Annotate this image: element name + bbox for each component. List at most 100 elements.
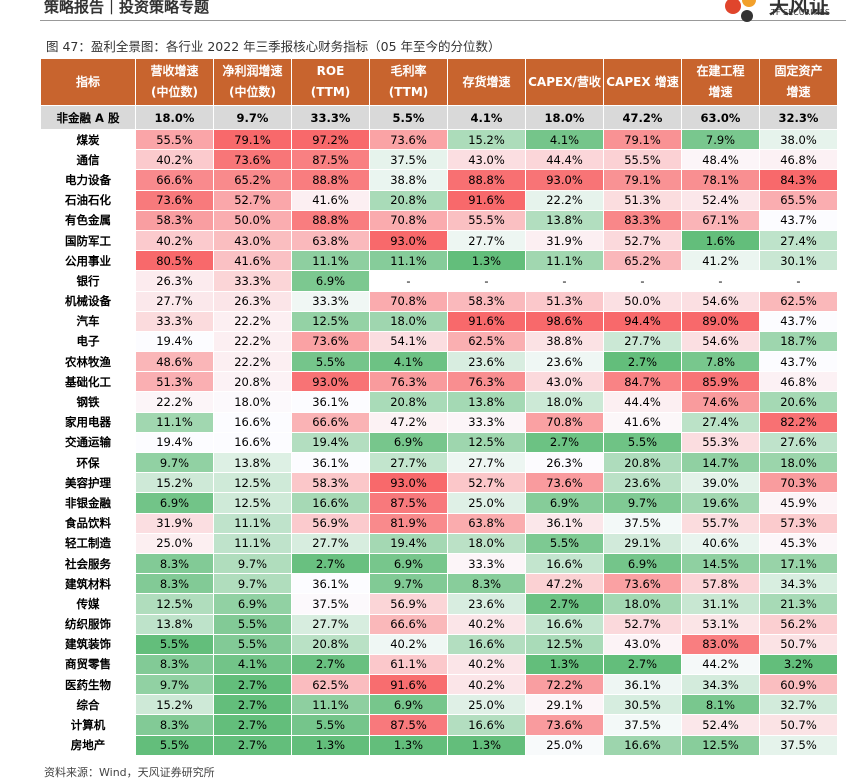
cell: 22.2% [525,189,604,211]
cell: 62.5% [759,290,838,312]
row-label: 农林牧渔 [40,351,136,373]
cell: 5.5% [213,633,292,655]
cell: 6.9% [369,552,448,575]
cell: 12.5% [681,734,760,756]
cell: 97.2% [291,128,370,151]
cell: 11.1% [291,250,370,272]
report-header: 策略报告｜投资策略专题 [44,0,210,16]
cell: 12.5% [213,492,292,514]
cell: 23.6% [447,593,526,615]
cell: 4.1% [213,653,292,676]
cell: 6.9% [525,492,604,514]
cell: 31.1% [681,593,760,615]
cell: 1.3% [447,734,526,756]
row-label: 非金融 A 股 [40,105,136,130]
data-row: 通信 40.2% 73.6% 87.5% 37.5% 43.0% 44.4% 55.5% 48.… [40,149,838,171]
header-line: 净利润增速 [222,64,283,78]
cell: 56.2% [759,613,838,635]
cell: 14.5% [681,552,760,575]
cell: 33.3% [447,552,526,575]
data-row: 轻工制造 25.0% 11.1% 27.7% 19.4% 18.0% 5.5% 29.1% 40… [40,532,838,554]
cell: 34.3% [681,674,760,696]
cell: 40.6% [681,532,760,554]
cell: 58.3% [291,472,370,494]
cell: 23.6% [603,472,682,494]
cell: 12.5% [135,593,214,615]
data-row: 基础化工 51.3% 20.8% 93.0% 76.3% 76.3% 43.0% 84.7% 8… [40,371,838,393]
cell: 20.8% [291,633,370,655]
cell: 1.3% [447,250,526,272]
logo-icon [725,0,756,22]
cell: 11.1% [525,250,604,272]
cell: 2.7% [525,593,604,615]
data-row: 农林牧渔 48.6% 22.2% 5.5% 4.1% 23.6% 23.6% 2.7% 7.8%… [40,351,838,373]
cell: 33.3% [447,411,526,433]
row-label: 石油石化 [40,189,136,211]
heatmap-table: 指标 营收增速 (中位数) 净利润增速 (中位数) ROE (TTM) 毛利率 (TTM) 存货增… [40,58,838,756]
cell: 9.7% [369,573,448,595]
cell: 55.5% [603,149,682,171]
column-header: 营收增速 (中位数) [135,58,214,106]
data-row: 建筑材料 8.3% 9.7% 36.1% 9.7% 8.3% 47.2% 73.6% 57.8%… [40,573,838,595]
cell: 55.5% [135,128,214,151]
row-label: 建筑材料 [40,573,136,595]
cell: 93.0% [369,472,448,494]
cell: 20.8% [369,189,448,211]
row-label: 医药生物 [40,674,136,696]
cell: 93.0% [369,229,448,252]
cell: 15.2% [135,472,214,494]
cell: 37.5% [603,512,682,534]
row-label: 非银金融 [40,492,136,514]
cell: 18.0% [135,105,214,130]
cell: 73.6% [525,714,604,736]
cell: 25.0% [525,734,604,756]
data-row: 汽车 33.3% 22.2% 12.5% 18.0% 91.6% 98.6% 94.4% 89.… [40,310,838,332]
cell: 33.3% [291,105,370,130]
row-label: 房地产 [40,734,136,756]
cell: 19.4% [369,532,448,554]
cell: 5.5% [135,734,214,756]
cell: 37.5% [603,714,682,736]
caption: 图 47：盈利全景图：各行业 2022 年三季报核心财务指标（05 年至今的分位… [46,39,501,54]
data-row: 石油石化 73.6% 52.7% 41.6% 20.8% 91.6% 22.2% 51.3% 5… [40,189,838,211]
cell: 27.7% [135,290,214,312]
cell: 66.6% [369,613,448,635]
row-label: 有色金属 [40,209,136,231]
cell: 70.8% [369,209,448,231]
cell: 2.7% [291,653,370,676]
cell: 25.0% [135,532,214,554]
cell: 8.1% [681,694,760,716]
cell: 47.2% [369,411,448,433]
cell: 47.2% [603,105,682,130]
cell: 94.4% [603,310,682,332]
row-label: 社会服务 [40,552,136,575]
cell: 19.4% [135,431,214,454]
cell: 57.3% [759,512,838,534]
cell: 8.3% [135,653,214,676]
cell: 78.1% [681,169,760,191]
cell: 81.9% [369,512,448,534]
cell: 16.6% [213,431,292,454]
cell: 43.7% [759,351,838,373]
cell: 43.7% [759,209,838,231]
cell: 74.6% [681,391,760,413]
cell: 30.5% [603,694,682,716]
column-header: 在建工程 增速 [681,58,760,106]
cell: 72.2% [525,674,604,696]
cell: 63.0% [681,105,760,130]
cell: 5.5% [291,714,370,736]
cell: 73.6% [135,189,214,211]
row-label: 纺织服饰 [40,613,136,635]
cell: 52.7% [603,613,682,635]
cell: 5.5% [213,613,292,635]
cell: 27.7% [447,451,526,474]
header-line: CAPEX 增速 [606,74,679,89]
cell: 2.7% [603,351,682,373]
cell: 52.7% [603,229,682,252]
cell: 3.2% [759,653,838,676]
cell: 33.3% [135,310,214,332]
cell: 2.7% [213,694,292,716]
row-label: 美容护理 [40,472,136,494]
row-label: 建筑装饰 [40,633,136,655]
column-header: CAPEX 增速 [603,58,682,106]
